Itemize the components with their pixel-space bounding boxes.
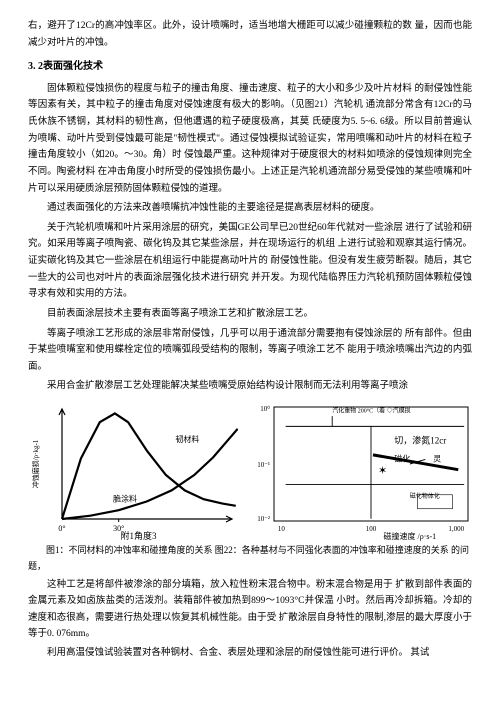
intro-tail: 右，避开了12Cr的高冲蚀率区。此外，设计喷嘴时，适当地增大栅距可以减少碰撞颗粒… — [28, 18, 472, 51]
svg-text:脆涂料: 脆涂料 — [113, 493, 137, 503]
svg-text:冲蚀磨损/ρ·kg-1: 冲蚀磨损/ρ·kg-1 — [31, 439, 40, 488]
svg-text:1,000: 1,000 — [448, 525, 464, 533]
svg-text:切，渗氮12cr: 切，渗氮12cr — [394, 434, 446, 445]
erosion-angle-chart: 韧材料脆涂料0°30°附1角度3冲蚀磨损/ρ·kg-1 — [28, 401, 238, 541]
figure-right: ✶ 汽化重物 200°C（着 ◇汽模损切，渗氮12cr 磁化 灵磁化物体化 10⁰ 10⁻… — [248, 401, 472, 541]
svg-text:✶: ✶ — [378, 465, 387, 477]
paragraph-6: 采用合金扩散渗层工艺处理能解决某些喷嘴受原始结构设计限制而无法利用等离子喷涂 — [28, 378, 472, 395]
section-heading: 3. 2表面强化技术 — [28, 58, 472, 76]
svg-text:附1角度3: 附1角度3 — [120, 530, 157, 541]
paragraph-3: 关于汽轮机喷嘴和叶片采用涂层的研究，美国GE公司早已20世纪60年代就对一些涂层… — [28, 220, 472, 303]
svg-text:磁化: 磁化 — [394, 454, 410, 464]
tail-paragraph-2: 利用高温侵蚀试验装置对各种钢材、合金、表层处理和涂层的耐侵蚀性能可进行评价。 其… — [28, 645, 472, 662]
svg-text:磁撞速度 /ρ·s-1: 磁撞速度 /ρ·s-1 — [383, 531, 436, 541]
svg-text:10: 10 — [278, 525, 286, 533]
paragraph-5: 等离子喷涂工艺形成的涂层非常耐侵蚀，几乎可以用于通流部分需要抱有侵蚀涂层的 所有… — [28, 326, 472, 376]
figure-row: 韧材料脆涂料0°30°附1角度3冲蚀磨损/ρ·kg-1 ✶汽化重物 200°C（… — [28, 401, 472, 541]
svg-text:磁化物体化: 磁化物体化 — [410, 492, 440, 500]
paragraph-1: 固体颗粒侵蚀损伤的程度与粒子的撞击角度、撞击速度、粒子的大小和多少及叶片材料 的… — [28, 81, 472, 197]
section-number: 3. — [28, 61, 36, 72]
svg-text:10⁻²: 10⁻² — [257, 515, 270, 523]
figure-caption: 图1：不同材料的冲蚀率和碰撞角度的关系 图22：各种基材与不同强化表面的冲蚀率和… — [28, 543, 472, 575]
svg-text:韧材料: 韧材料 — [175, 434, 199, 444]
erosion-velocity-chart: ✶ 汽化重物 200°C（着 ◇汽模损切，渗氮12cr 磁化 灵磁化物体化 10⁰ 10⁻… — [248, 401, 472, 541]
section-title-text: 2表面强化技术 — [38, 61, 103, 72]
svg-text:10⁰: 10⁰ — [260, 405, 270, 413]
svg-text:100: 100 — [366, 525, 377, 533]
figure-left: 韧材料脆涂料0°30°附1角度3冲蚀磨损/ρ·kg-1 — [28, 401, 238, 541]
tail-paragraph-1: 这种工艺是将部件被渗涂的部分填箱，放入粒性粉末混合物中。粉末混合物是用于 扩散到… — [28, 577, 472, 644]
svg-text:灵: 灵 — [433, 455, 441, 464]
svg-text:0°: 0° — [58, 524, 65, 533]
paragraph-2: 通过表面强化的方法来改善喷嘴抗冲蚀性能的主要途径是提高表层材料的硬度。 — [28, 200, 472, 217]
svg-text:10⁻¹: 10⁻¹ — [257, 461, 270, 469]
svg-text:汽化重物 200°C（着 ◇汽模损: 汽化重物 200°C（着 ◇汽模损 — [332, 407, 410, 415]
paragraph-4: 目前表面涂层技术主要有表面等离子喷涂工艺和扩散涂层工艺。 — [28, 306, 472, 323]
